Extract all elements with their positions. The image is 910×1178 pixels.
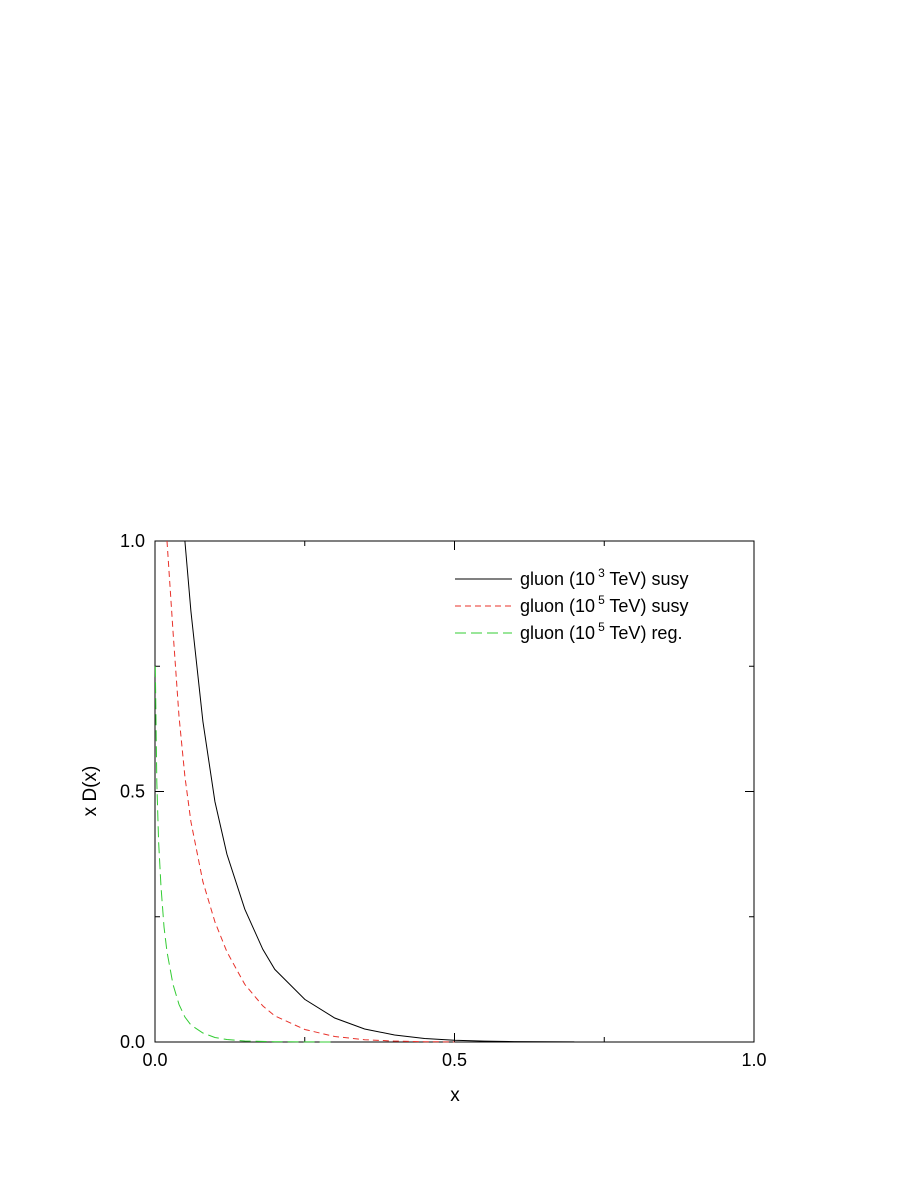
legend-label-1: gluon (10 3 TeV) susy xyxy=(520,566,688,589)
axis-ticks xyxy=(154,540,755,1043)
legend-label-3: gluon (10 5 TeV) reg. xyxy=(520,620,682,643)
y-tick-label: 0.0 xyxy=(120,1032,145,1052)
plot-frame xyxy=(154,540,755,1043)
x-tick-label: 0.5 xyxy=(442,1050,467,1070)
legend: gluon (10 3 TeV) susy gluon (10 5 TeV) susy… xyxy=(455,566,688,643)
y-axis-title: x D(x) xyxy=(80,766,101,817)
y-tick-label: 0.5 xyxy=(120,782,145,802)
series-line-2 xyxy=(166,540,455,1043)
tick-labels: 0.0 0.5 1.0 0.0 0.5 1.0 xyxy=(120,531,767,1070)
y-tick-label: 1.0 xyxy=(120,531,145,551)
x-tick-label: 0.0 xyxy=(142,1050,167,1070)
series-line-3 xyxy=(154,666,335,1043)
x-tick-label: 1.0 xyxy=(741,1050,766,1070)
legend-label-2: gluon (10 5 TeV) susy xyxy=(520,593,688,616)
series-line-1 xyxy=(184,540,575,1043)
x-axis-title: x xyxy=(450,1085,460,1106)
series-layer xyxy=(154,540,575,1043)
